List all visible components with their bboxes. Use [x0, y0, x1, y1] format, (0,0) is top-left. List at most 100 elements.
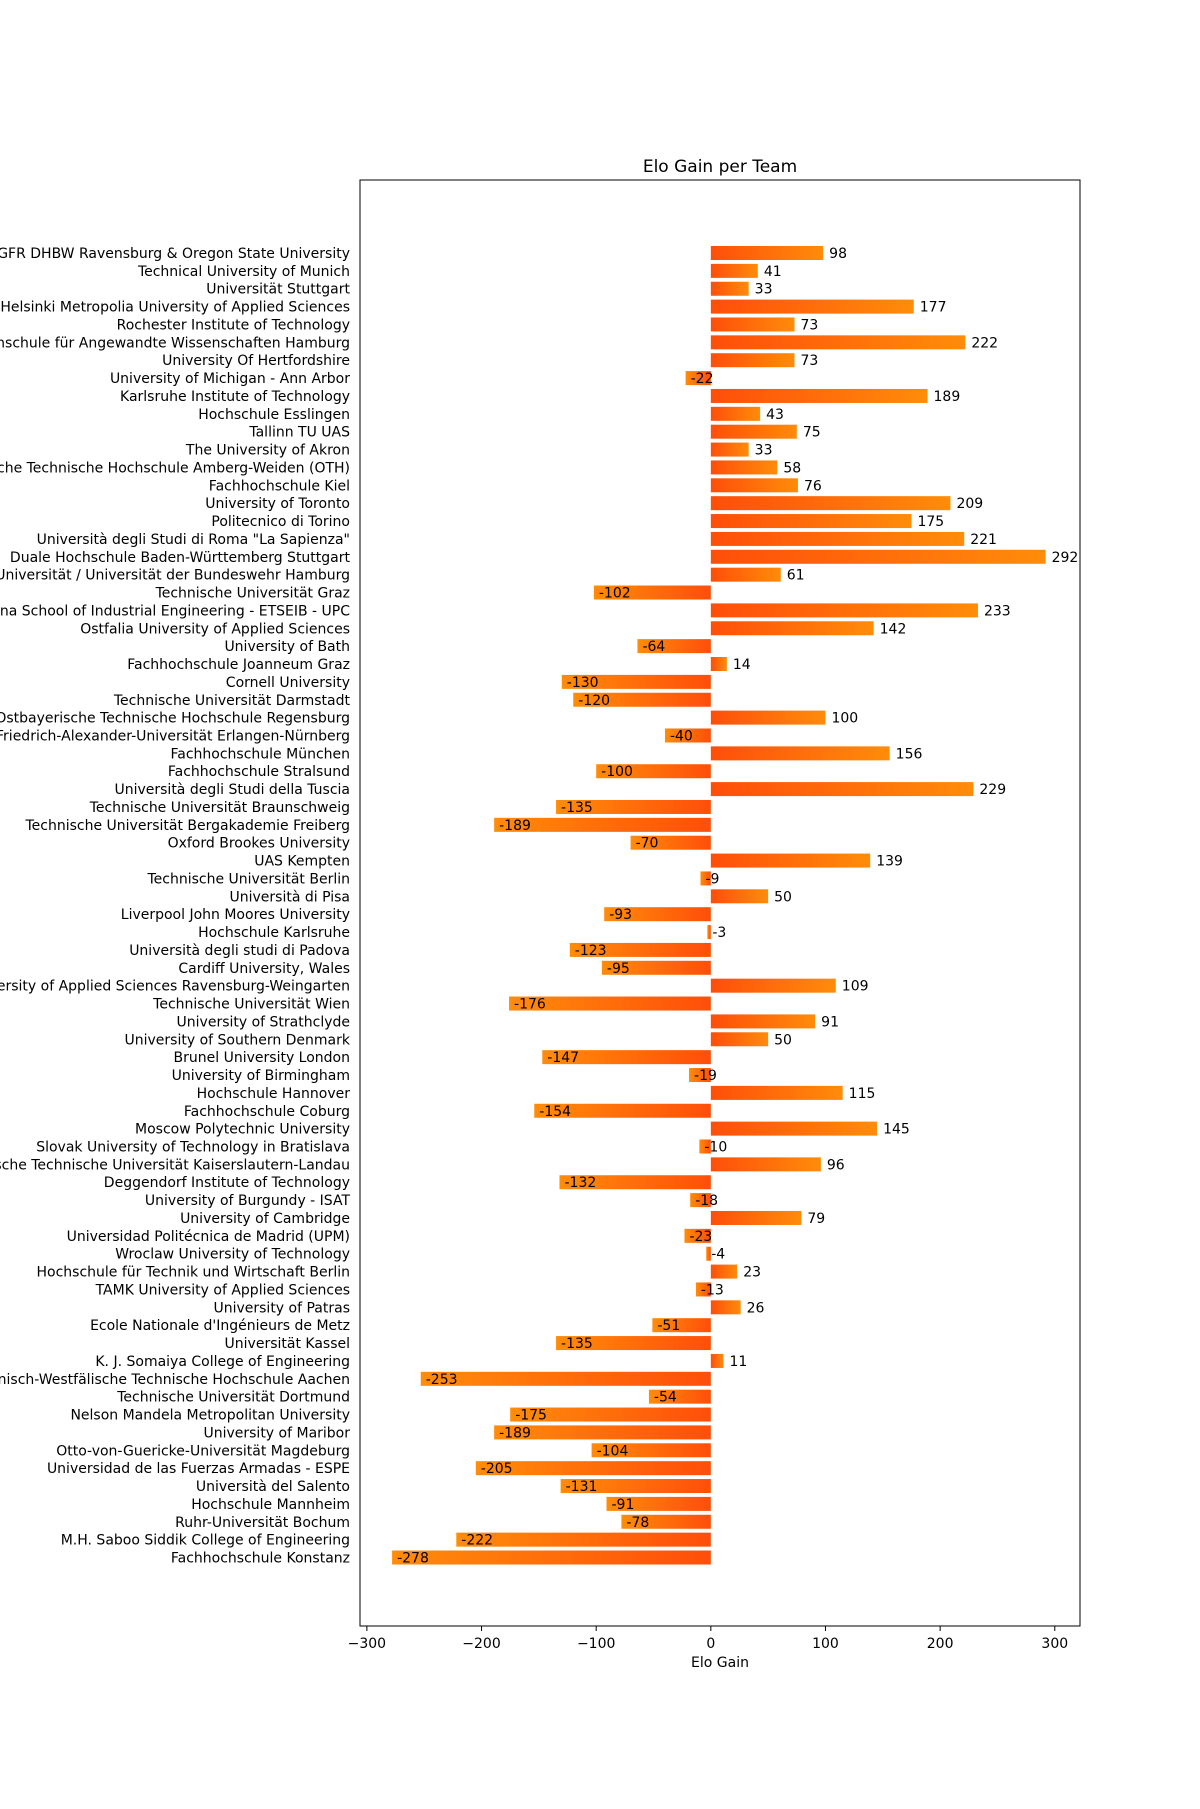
bar: [706, 1246, 711, 1261]
value-label: 209: [956, 496, 983, 512]
value-label: -147: [547, 1050, 579, 1066]
value-label: 292: [1052, 550, 1079, 566]
team-label: K. J. Somaiya College of Engineering: [95, 1354, 350, 1370]
team-label: Brunel University London: [174, 1050, 350, 1066]
bar: [710, 388, 928, 403]
team-label: Università del Salento: [196, 1479, 350, 1495]
x-tick-label: −100: [577, 1636, 615, 1652]
value-label: 96: [827, 1157, 845, 1173]
value-label: -175: [515, 1408, 547, 1424]
bar: [710, 353, 795, 368]
x-axis-title: Elo Gain: [691, 1655, 749, 1671]
bar: [456, 1532, 711, 1547]
x-tick-label: 300: [1041, 1636, 1068, 1652]
value-label: 142: [880, 621, 907, 637]
team-label: Helsinki Metropolia University of Applie…: [0, 300, 350, 316]
bar: [710, 746, 890, 761]
team-label: Rheinland-Pfälzische Technische Universi…: [0, 1157, 350, 1173]
team-label: Liverpool John Moores University: [121, 907, 350, 923]
team-label: Fachhochschule Konstanz: [171, 1551, 350, 1567]
x-tick-label: 200: [927, 1636, 954, 1652]
team-label: UAS Kempten: [254, 854, 350, 870]
value-label: -54: [654, 1390, 677, 1406]
value-label: -9: [706, 871, 720, 887]
bar: [648, 1389, 711, 1404]
value-label: -123: [575, 943, 607, 959]
value-label: -78: [626, 1515, 649, 1531]
bar: [710, 782, 974, 797]
team-label: Universidad Politécnica de Madrid (UPM): [67, 1229, 350, 1245]
value-label: -95: [607, 961, 630, 977]
bars-layer: [392, 246, 1046, 1565]
team-label: University of Bath: [224, 639, 350, 655]
value-label: -19: [694, 1068, 717, 1084]
bar: [690, 1193, 711, 1208]
value-label: 73: [801, 353, 819, 369]
value-label: 33: [755, 282, 773, 298]
bar: [420, 1371, 711, 1386]
team-label: Hochschule Esslingen: [198, 407, 350, 423]
value-label: -104: [597, 1443, 629, 1459]
bar: [621, 1514, 711, 1529]
bar: [710, 1210, 802, 1225]
team-label: GFR DHBW Ravensburg & Oregon State Unive…: [0, 246, 350, 262]
team-label: University of Cambridge: [180, 1211, 350, 1227]
bar: [630, 835, 711, 850]
bar: [710, 246, 824, 260]
value-label: 58: [783, 460, 801, 476]
bar: [510, 1407, 711, 1422]
value-label: 177: [920, 300, 947, 316]
bar: [601, 960, 711, 975]
team-label: University Of Hertfordshire: [162, 353, 350, 369]
team-label: University of Toronto: [205, 496, 350, 512]
bar: [604, 907, 711, 922]
value-label: 139: [876, 854, 903, 870]
bar: [710, 549, 1046, 564]
plot-frame: [359, 179, 1081, 1627]
bar: [700, 871, 711, 886]
value-label: -154: [539, 1104, 571, 1120]
bar: [684, 1228, 711, 1243]
bar: [560, 1479, 711, 1494]
team-label: Cardiff University, Wales: [178, 961, 350, 977]
team-label: M.H. Saboo Siddik College of Engineering: [61, 1533, 350, 1549]
value-label: 189: [934, 389, 961, 405]
team-label: Fachhochschule Kiel: [209, 478, 350, 494]
value-label: 91: [821, 1014, 839, 1030]
bar: [569, 942, 711, 957]
team-label: Technical University of Munich: [137, 264, 350, 280]
bar: [664, 728, 711, 743]
team-label: Technische Universität Berlin: [146, 871, 350, 887]
value-label: -135: [561, 1336, 593, 1352]
team-label: Fachhochschule Joanneum Graz: [127, 657, 350, 673]
value-label: 156: [896, 746, 923, 762]
bar: [710, 603, 978, 618]
team-label: Helmut-Schmidt-Universität / Universität…: [0, 568, 350, 584]
team-label: Tallinn TU UAS: [248, 425, 350, 441]
value-label: 79: [807, 1211, 825, 1227]
team-label: Technische Universität Darmstadt: [113, 693, 351, 709]
value-label: 229: [979, 782, 1006, 798]
value-label: 221: [970, 532, 997, 548]
team-label: Hochschule für Technik und Wirtschaft Be…: [37, 1265, 350, 1281]
x-tick-label: −200: [462, 1636, 500, 1652]
team-label: Wroclaw University of Technology: [115, 1247, 350, 1263]
value-label: 50: [774, 1032, 792, 1048]
team-label: Universidad de las Fuerzas Armadas - ESP…: [47, 1461, 350, 1477]
team-label: Università di Pisa: [230, 889, 351, 905]
team-label: Politecnico di Torino: [211, 514, 350, 530]
bar: [710, 567, 781, 582]
value-label: -51: [657, 1318, 680, 1334]
team-label: Ruhr-Universität Bochum: [175, 1515, 350, 1531]
bar: [710, 889, 769, 904]
bar: [710, 478, 798, 493]
value-label: 50: [774, 889, 792, 905]
team-label: Università degli Studi della Tuscia: [114, 782, 350, 798]
bar: [556, 1336, 711, 1351]
team-label: Technische Universität Wien: [152, 997, 350, 1013]
value-label: 26: [747, 1300, 765, 1316]
bar: [542, 1050, 711, 1065]
value-label: 11: [729, 1354, 747, 1370]
bar: [556, 799, 711, 814]
bar: [509, 996, 711, 1011]
